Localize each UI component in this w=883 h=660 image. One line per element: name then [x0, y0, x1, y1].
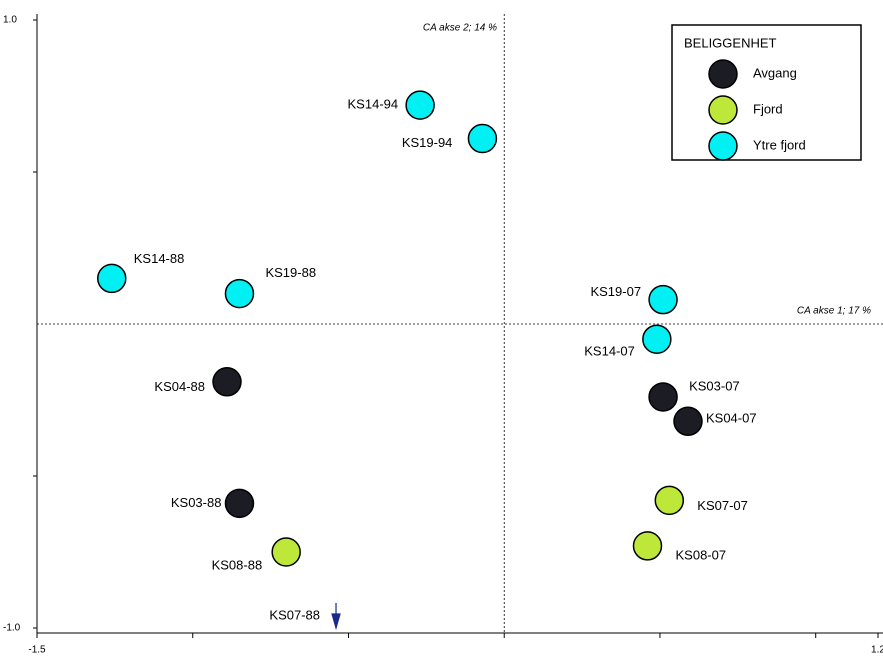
x-axis-label: CA akse 1; 17 % — [797, 306, 871, 317]
legend-label: Avgang — [753, 65, 797, 80]
point — [467, 123, 498, 154]
point — [224, 488, 255, 519]
point — [654, 485, 685, 516]
point-label: KS19-88 — [265, 265, 316, 280]
legend-box — [671, 24, 862, 161]
point — [648, 284, 678, 315]
point-label: KS08-88 — [212, 557, 263, 572]
point — [632, 531, 663, 561]
point — [224, 278, 255, 309]
point-label: KS04-07 — [706, 411, 757, 426]
y-axis-label: CA akse 2; 14 % — [423, 23, 497, 34]
point — [648, 382, 678, 412]
offscale-label: KS07-88 — [269, 607, 320, 622]
legend-marker — [708, 131, 738, 161]
offscale-arrow — [331, 603, 341, 631]
y-tick-label: -1.0 — [3, 623, 21, 634]
point-label: KS04-88 — [154, 379, 205, 394]
legend-label: Fjord — [753, 101, 783, 116]
point — [271, 537, 301, 567]
point — [642, 324, 672, 354]
point-label: KS03-07 — [689, 378, 740, 393]
legend-label: Ytre fjord — [753, 137, 806, 152]
point-label: KS19-94 — [402, 135, 453, 150]
point-label: KS08-07 — [676, 547, 727, 562]
point-label: KS14-07 — [584, 344, 635, 359]
x-tick-label: -1.5 — [28, 645, 46, 656]
point-label: KS14-88 — [134, 251, 185, 266]
legend-marker — [708, 59, 738, 89]
point — [97, 263, 127, 294]
point-label: KS03-88 — [171, 495, 222, 510]
point — [673, 406, 703, 437]
point-label: KS19-07 — [590, 284, 641, 299]
y-tick-label: 1.0 — [3, 15, 17, 26]
x-tick-label: 1.2 — [871, 645, 883, 656]
point-label: KS07-07 — [697, 498, 748, 513]
point — [212, 367, 242, 397]
point — [405, 90, 435, 120]
legend-title: BELIGGENHET — [684, 35, 777, 50]
legend-marker — [708, 95, 738, 125]
point-label: KS14-94 — [348, 97, 399, 112]
